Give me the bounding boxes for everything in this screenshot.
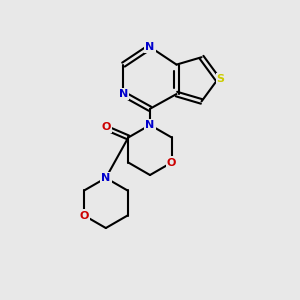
Text: S: S [217,74,225,84]
Text: O: O [167,158,176,167]
Text: N: N [101,173,110,183]
Text: N: N [119,89,128,99]
Text: O: O [80,211,89,220]
Text: N: N [146,120,154,130]
Text: O: O [102,122,111,132]
Text: N: N [146,42,154,52]
